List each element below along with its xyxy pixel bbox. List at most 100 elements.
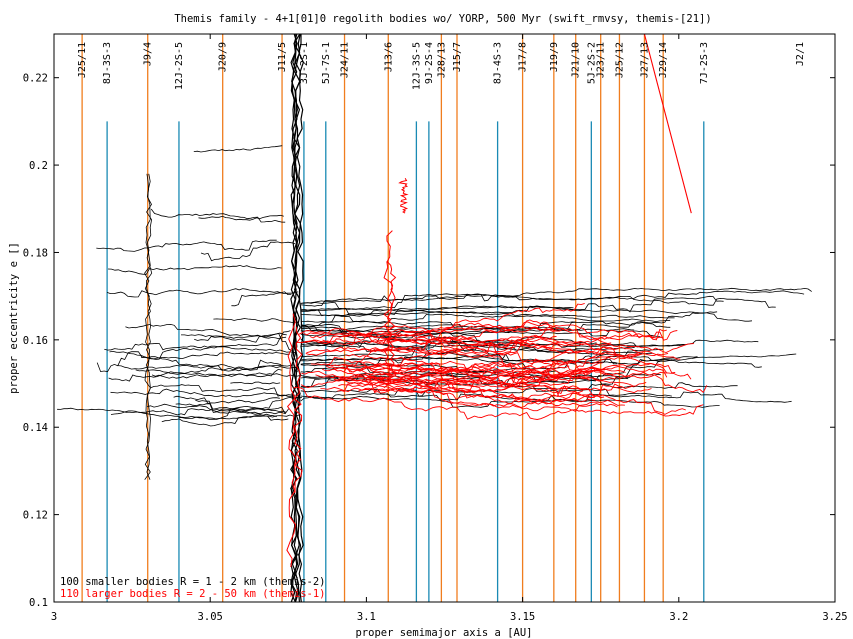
track-smaller-body [300,313,671,324]
x-tick-label: 3.1 [357,611,376,623]
track-smaller-body [141,356,302,377]
resonance-label: J25/11 [77,42,88,78]
resonance-label: 12J-2S-5 [174,42,185,90]
track-smaller-body [151,372,301,379]
track-larger-body [345,354,570,380]
track-larger-body [356,356,692,380]
track-larger-body [398,177,409,214]
track-smaller-body [231,291,299,307]
track-smaller-body [198,214,284,221]
y-tick-label: 0.1 [29,597,48,609]
y-tick-label: 0.12 [23,510,48,522]
track-smaller-body [200,241,296,262]
track-larger-body [378,302,585,341]
track-larger-body [373,389,704,417]
track-smaller-body [108,359,282,382]
resonance-label: J29/14 [658,42,669,78]
track-larger-body [286,313,297,568]
track-smaller-body [193,145,283,153]
track-smaller-body [181,334,287,340]
track-smaller-body [173,395,280,404]
resonance-label: J27/13 [639,42,650,78]
track-larger-body [301,321,612,345]
track-larger-body [343,324,664,373]
resonance-label: J15/7 [452,42,463,72]
track-larger-body [305,348,644,369]
track-smaller-body [145,173,153,480]
track-smaller-body [300,307,675,319]
legend: 100 smaller bodies R = 1 - 2 km (themis-… [60,576,326,600]
resonance-label: J21/10 [571,42,582,78]
track-smaller-body [178,396,301,421]
x-tick-label: 3.15 [510,611,535,623]
track-smaller-body [300,352,617,365]
resonance-label: 8J-4S-3 [493,42,504,84]
track-larger-body [355,373,584,397]
track-larger-body [300,361,626,388]
track-smaller-body [230,381,281,385]
track-larger-body [363,376,634,393]
chart-title: Themis family - 4+1[01]0 regolith bodies… [174,13,711,25]
x-axis-label: proper semimajor axis a [AU] [355,627,532,639]
track-smaller-body [135,368,282,378]
track-smaller-body [96,239,277,252]
resonance-label: J25/12 [614,42,625,78]
y-tick-label: 0.18 [23,247,48,259]
track-smaller-body [300,323,661,337]
track-smaller-body [300,363,661,385]
x-tick-label: 3 [51,611,57,623]
resonance-label: 3J-2S-1 [299,42,310,84]
track-larger-body [338,380,595,405]
track-smaller-body [290,33,298,603]
track-larger-body [306,344,681,360]
track-smaller-body [195,399,286,414]
resonance-label: 12J-3S-5 [411,42,422,90]
resonance-label: J28/13 [436,42,447,78]
track-larger-body [369,330,678,354]
track-larger-body [320,377,605,400]
track-larger-body [293,386,618,420]
track-smaller-body [125,323,293,351]
y-tick-label: 0.14 [23,422,48,434]
track-smaller-body [300,340,664,364]
resonance-label: J13/6 [383,42,394,72]
resonance-label: J11/5 [277,42,288,72]
resonance-label: J23/11 [596,42,607,78]
track-smaller-body [300,320,576,330]
track-smaller-body [106,288,292,298]
resonance-label: J20/9 [218,42,229,72]
track-smaller-body [194,332,287,343]
track-larger-body [296,328,667,353]
track-smaller-body [107,264,282,275]
legend-entry-larger: 110 larger bodies R = 2 - 50 km (themis-… [60,588,326,600]
x-tick-label: 3.2 [669,611,688,623]
resonance-label: 9J-2S-4 [424,42,435,84]
track-smaller-body [161,413,277,427]
legend-entry-smaller: 100 smaller bodies R = 1 - 2 km (themis-… [60,576,326,588]
track-larger-body [333,353,641,388]
resonance-label: J2/1 [795,42,806,66]
track-smaller-body [300,341,687,348]
y-tick-label: 0.22 [23,73,48,85]
track-smaller-body [300,305,753,322]
axes: 3 3.05 3.1 3.15 3.2 3.25 0.1 0.12 0.14 0.16 0.18 0.… [23,34,848,623]
y-tick-label: 0.2 [29,160,48,172]
track-smaller-body [109,350,290,360]
track-smaller-body [300,287,812,304]
resonance-label: J17/8 [518,42,529,72]
track-larger-body [369,367,686,415]
track-larger-body [293,326,303,493]
resonance-label: J9/4 [143,42,154,66]
track-smaller-body [290,33,298,603]
track-larger-body [369,377,652,399]
track-smaller-body [300,322,671,332]
track-larger-body [386,260,397,384]
y-tick-label: 0.16 [23,335,48,347]
track-smaller-body [300,338,653,356]
resonance-labels: J25/11 8J-3S-3 J9/4 12J-2S-5 J20/9 J11/5 3J-2S… [77,42,806,90]
track-larger-body [362,362,647,391]
track-larger-body [358,382,625,408]
resonance-label: 5J-7S-1 [321,42,332,84]
track-smaller-body [150,208,286,223]
